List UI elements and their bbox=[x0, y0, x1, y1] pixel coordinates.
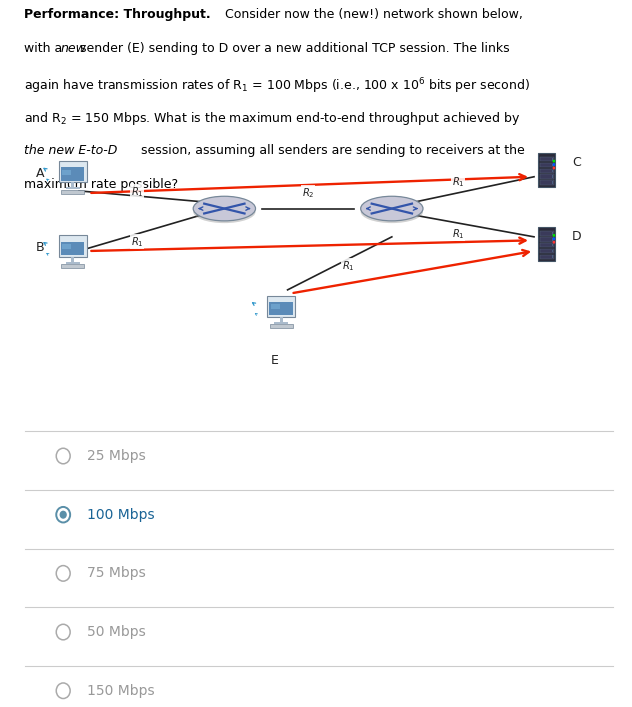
Circle shape bbox=[553, 242, 555, 243]
Ellipse shape bbox=[193, 197, 255, 221]
Circle shape bbox=[59, 510, 67, 519]
Bar bbox=[61, 242, 85, 255]
Bar bbox=[62, 244, 71, 249]
Text: session, assuming all senders are sending to receivers at the: session, assuming all senders are sendin… bbox=[137, 144, 525, 157]
Bar bbox=[66, 187, 80, 189]
Bar bbox=[61, 168, 85, 181]
Bar bbox=[71, 257, 74, 262]
Text: 50 Mbps: 50 Mbps bbox=[87, 625, 146, 639]
Text: with a: with a bbox=[24, 42, 66, 55]
Circle shape bbox=[553, 168, 555, 169]
Circle shape bbox=[56, 624, 70, 640]
Bar bbox=[540, 169, 554, 173]
Text: new: new bbox=[61, 42, 87, 55]
Bar bbox=[71, 182, 74, 187]
Text: again have transmission rates of R$_1$ = 100 Mbps (i.e., 100 x 10$^6$ bits per s: again have transmission rates of R$_1$ =… bbox=[24, 76, 530, 96]
Text: C: C bbox=[572, 156, 581, 169]
Text: $R_2$: $R_2$ bbox=[302, 186, 314, 200]
Bar bbox=[540, 231, 554, 235]
Bar bbox=[538, 153, 556, 187]
Text: B: B bbox=[35, 241, 44, 254]
Bar bbox=[540, 237, 554, 242]
FancyBboxPatch shape bbox=[59, 161, 87, 182]
FancyBboxPatch shape bbox=[267, 296, 295, 317]
FancyBboxPatch shape bbox=[61, 264, 84, 268]
Bar bbox=[552, 255, 553, 258]
Bar bbox=[540, 243, 554, 247]
FancyBboxPatch shape bbox=[59, 235, 87, 257]
Bar bbox=[540, 180, 554, 185]
Circle shape bbox=[56, 507, 70, 522]
Bar bbox=[270, 304, 280, 309]
Text: A: A bbox=[36, 167, 44, 180]
Circle shape bbox=[553, 160, 555, 162]
Text: 75 Mbps: 75 Mbps bbox=[87, 566, 146, 580]
Bar bbox=[552, 181, 553, 184]
Bar bbox=[552, 158, 553, 160]
Text: Performance: Throughput.: Performance: Throughput. bbox=[24, 8, 210, 21]
Bar bbox=[540, 175, 554, 179]
Bar bbox=[540, 249, 554, 253]
Bar bbox=[66, 262, 80, 264]
Bar bbox=[269, 302, 293, 315]
FancyBboxPatch shape bbox=[61, 190, 84, 194]
Circle shape bbox=[56, 566, 70, 581]
Bar bbox=[540, 255, 554, 259]
Circle shape bbox=[56, 448, 70, 464]
Circle shape bbox=[553, 235, 555, 236]
Text: and R$_2$ = 150 Mbps. What is the maximum end-to-end throughput achieved by: and R$_2$ = 150 Mbps. What is the maximu… bbox=[24, 110, 520, 127]
FancyBboxPatch shape bbox=[270, 325, 293, 328]
Text: $R_1$: $R_1$ bbox=[131, 185, 143, 199]
Ellipse shape bbox=[361, 197, 423, 221]
Bar bbox=[552, 175, 553, 178]
Bar bbox=[552, 238, 553, 240]
Bar bbox=[552, 170, 553, 173]
Bar bbox=[280, 317, 283, 322]
Bar bbox=[538, 227, 556, 261]
Bar bbox=[274, 322, 288, 324]
Bar bbox=[552, 244, 553, 247]
Text: D: D bbox=[572, 230, 581, 243]
Text: $R_1$: $R_1$ bbox=[452, 227, 465, 240]
Text: maximum rate possible?: maximum rate possible? bbox=[24, 178, 178, 191]
Bar bbox=[540, 157, 554, 161]
Text: 100 Mbps: 100 Mbps bbox=[87, 508, 155, 522]
Text: 25 Mbps: 25 Mbps bbox=[87, 449, 146, 463]
Bar bbox=[540, 163, 554, 168]
Circle shape bbox=[553, 238, 555, 240]
Text: the new E-to-D: the new E-to-D bbox=[24, 144, 118, 157]
Text: sender (E) sending to D over a new additional TCP session. The links: sender (E) sending to D over a new addit… bbox=[76, 42, 510, 55]
Text: Consider now the (new!) network shown below,: Consider now the (new!) network shown be… bbox=[221, 8, 523, 21]
Circle shape bbox=[553, 164, 555, 165]
Text: $R_1$: $R_1$ bbox=[342, 259, 355, 273]
Circle shape bbox=[56, 683, 70, 699]
Bar bbox=[552, 250, 553, 252]
Ellipse shape bbox=[193, 201, 255, 223]
Text: E: E bbox=[271, 354, 279, 366]
Bar bbox=[62, 170, 71, 175]
Text: $R_1$: $R_1$ bbox=[131, 235, 143, 249]
Bar bbox=[552, 164, 553, 166]
Ellipse shape bbox=[361, 201, 423, 223]
Text: $R_1$: $R_1$ bbox=[452, 175, 465, 189]
Text: 150 Mbps: 150 Mbps bbox=[87, 684, 155, 698]
Bar bbox=[552, 232, 553, 235]
